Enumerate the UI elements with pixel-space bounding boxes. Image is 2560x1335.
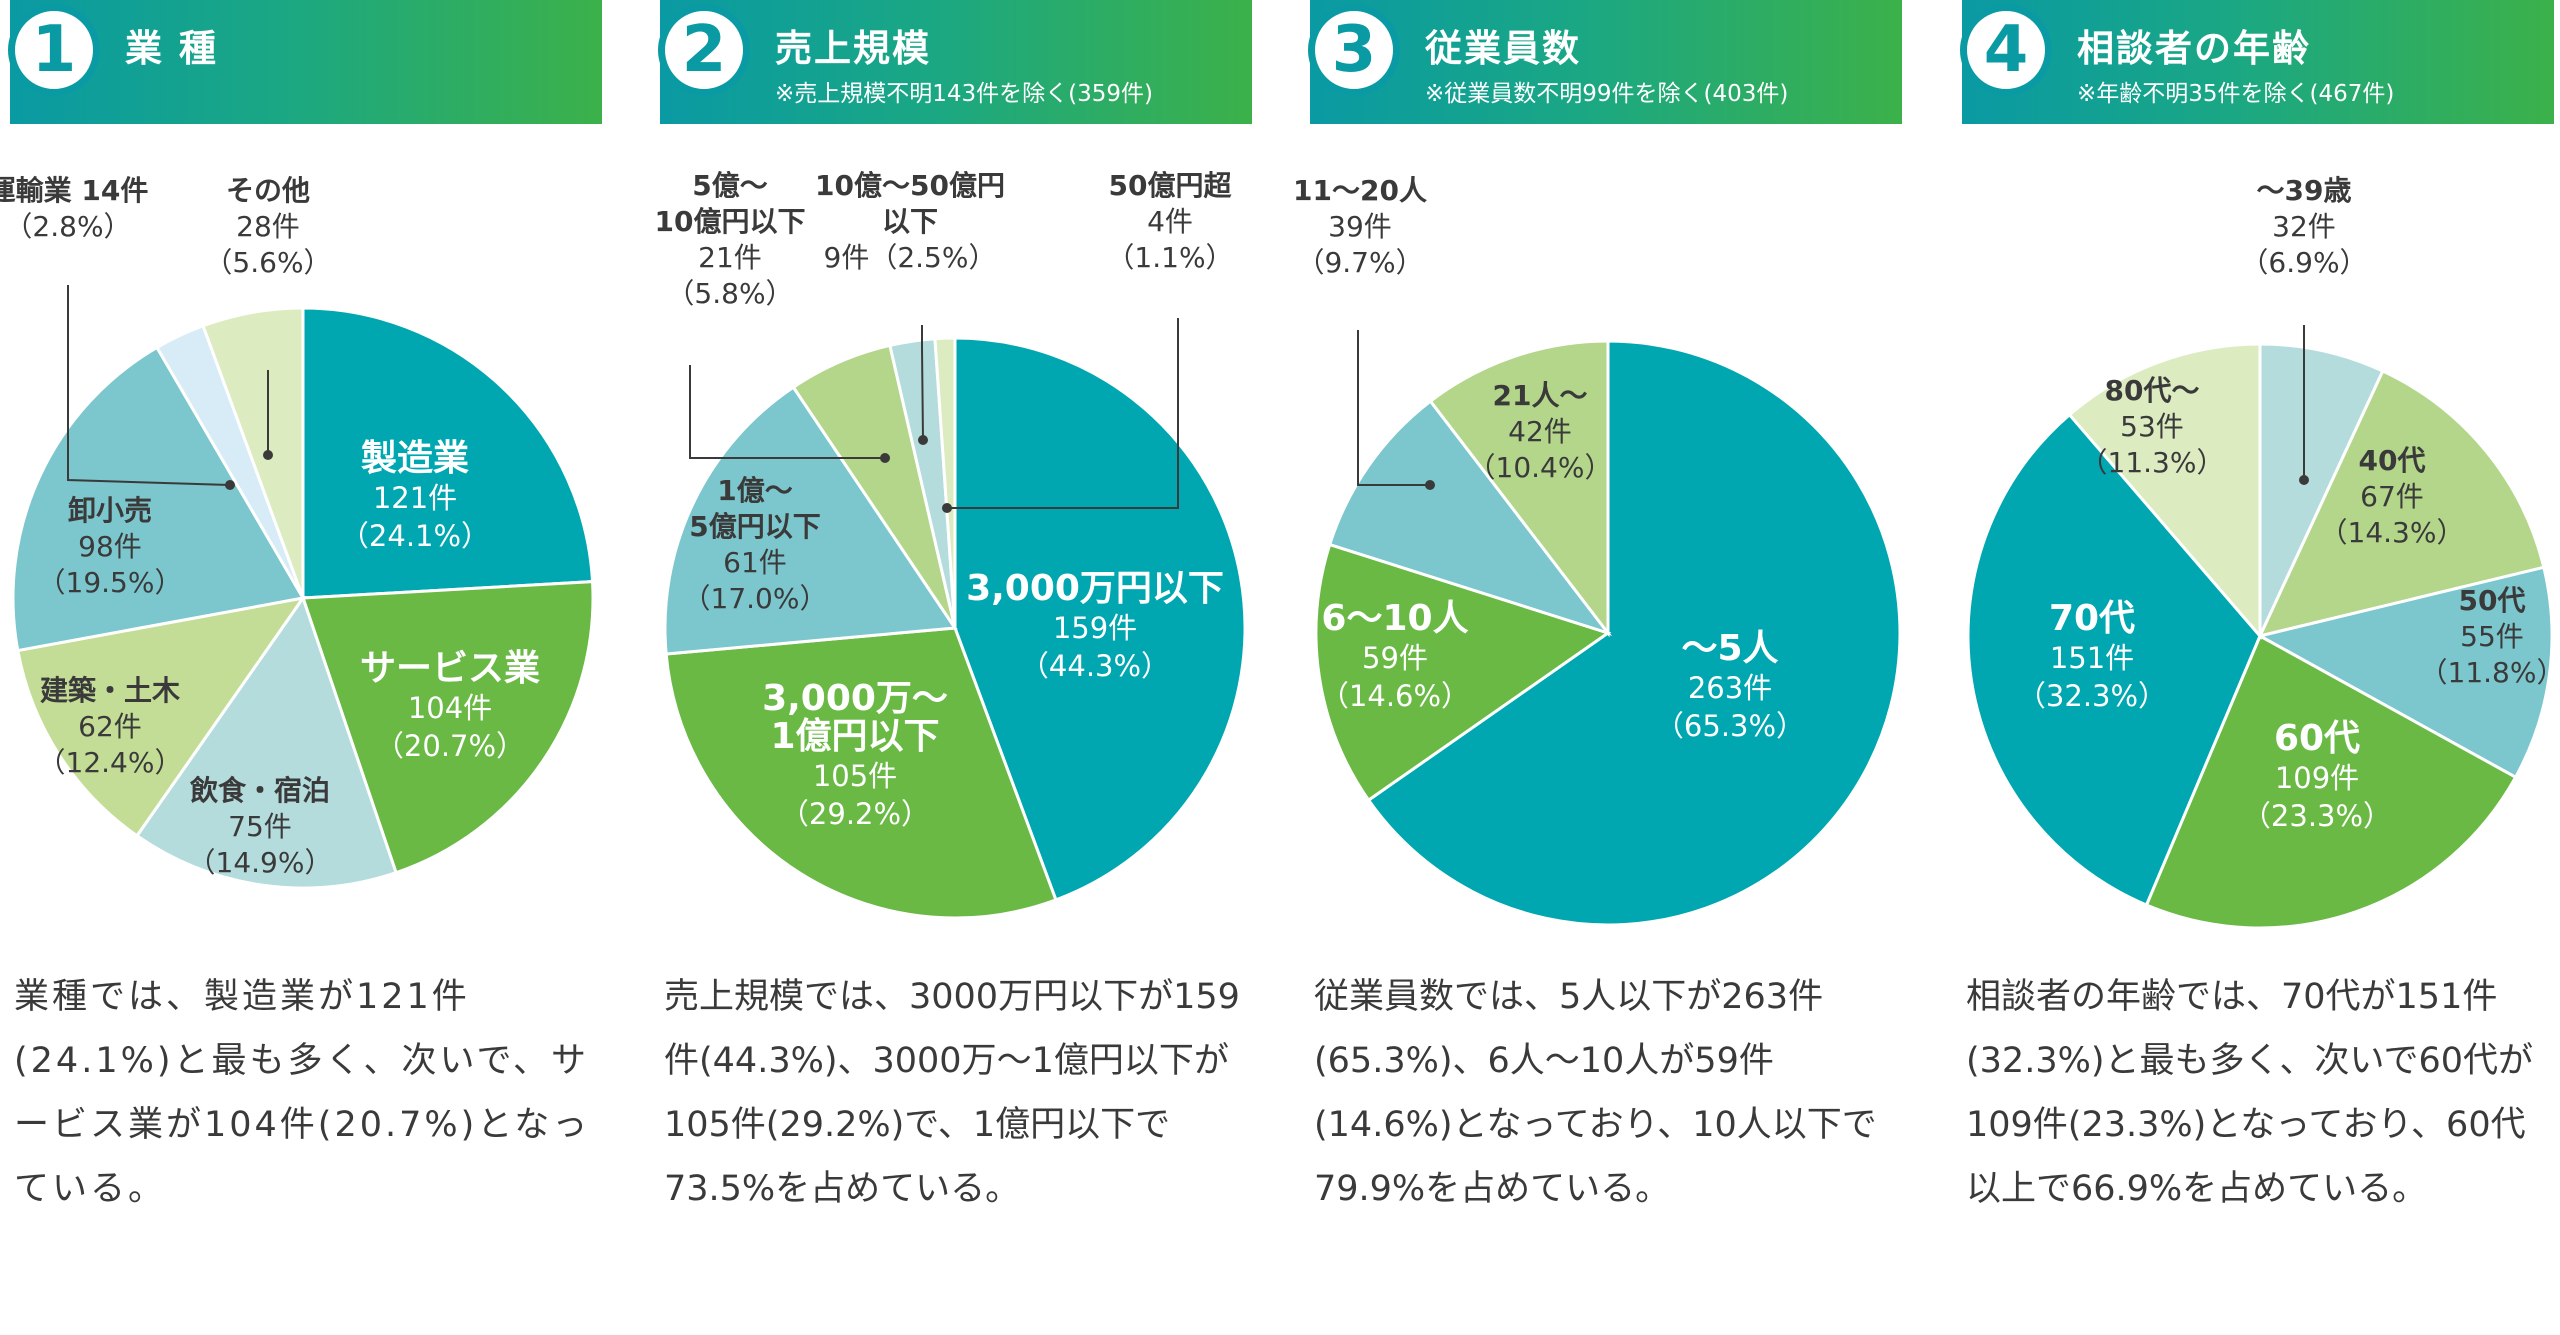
panel-note: ※年齢不明35件を除く(467件): [2077, 81, 2395, 107]
panel-title: 相談者の年齢: [2077, 27, 2311, 70]
pie-chart-2: 3,000万円以下 159件（44.3%）3,000万～ 1億円以下 105件（29.…: [655, 169, 1247, 920]
panel-header: 売上規模 ※売上規模不明143件を除く(359件): [660, 0, 1252, 124]
panel-title: 業 種: [125, 27, 218, 70]
leader-line: [689, 365, 885, 459]
panel-number-badge: 1: [8, 4, 100, 96]
pie-slice: [16, 595, 307, 838]
pie-slice: [933, 336, 957, 629]
slice-label: 40代 67件（14.3%）: [2320, 444, 2465, 549]
slice-label: ～5人 263件（65.3%）: [1655, 628, 1805, 743]
panel-number-badge: 2: [658, 4, 750, 96]
pie-chart-1: 製造業 121件（24.1%） サービス業 104件（20.7%） 飲食・宿泊 75件（1…: [0, 174, 595, 890]
leader-line: [67, 285, 231, 486]
pie-slice: [1966, 412, 2262, 907]
pie-slice: [11, 345, 306, 653]
chart-description: 相談者の年齢では、70代が151件(32.3%)と最も多く、次いで60代が109…: [1966, 977, 2533, 1209]
slice-label: 6～10人 59件（14.6%）: [1320, 598, 1470, 713]
slice-label: 70代 151件（32.3%）: [2017, 598, 2167, 713]
slice-label: 飲食・宿泊 75件（14.9%）: [188, 774, 333, 879]
leader-line: [947, 318, 1179, 509]
chart-description: 従業員数では、5人以下が263件(65.3%)、6人～10人が59件(14.6%…: [1314, 977, 1877, 1209]
slice-label: 3,000万～ 1億円以下 105件（29.2%）: [762, 678, 948, 831]
leader-dot: [880, 453, 890, 463]
pie-slice: [2144, 633, 2518, 930]
pie-slice: [2255, 565, 2554, 780]
leader-dot: [2299, 475, 2309, 485]
chart-panel-1: 業 種 1 製造業 121件（24.1%） サービス業 104件（20.7%） 飲食・宿…: [0, 0, 602, 1335]
chart-description: 売上規模では、3000万円以下が159件(44.3%)、3000万～1億円以下が…: [664, 977, 1240, 1209]
slice-label: 60代 109件（23.3%）: [2242, 718, 2392, 833]
slice-label: サービス業 104件（20.7%）: [360, 648, 540, 763]
slice-label: 卸小売 98件（19.5%）: [38, 494, 183, 599]
leader-line: [1357, 330, 1430, 486]
panel-title: 売上規模: [775, 27, 931, 70]
leader-line: [921, 325, 924, 441]
panel-number-badge: 3: [1308, 4, 1400, 96]
pie-slice: [201, 306, 305, 599]
pie-slice: [1327, 399, 1613, 636]
pie-chart-4: ～39歳 32件（6.9%） 40代 67件（14.3%） 50代 55件（11.8%） 6…: [1966, 174, 2560, 930]
pie-chart-3: ～5人 263件（65.3%） 6～10人 59件（14.6%） 11～20人 39件（9…: [1293, 174, 1902, 927]
slice-label: 50代 55件（11.8%）: [2420, 584, 2560, 689]
slice-label: 21人～ 42件（10.4%）: [1468, 379, 1613, 484]
pie-slice: [2258, 342, 2385, 637]
pie-slice: [2257, 369, 2546, 639]
panel-header: 業 種: [10, 0, 602, 124]
chart-description: 業種では、製造業が121件(24.1%)と最も多く、次いで、サービス業が104件…: [14, 977, 591, 1209]
leader-dot: [225, 480, 235, 490]
pie-slice: [1314, 542, 1612, 803]
slice-label: 3,000万円以下 159件（44.3%）: [966, 568, 1224, 683]
chart-panel-4: 相談者の年齢 ※年齢不明35件を除く(467件) 4 ～39歳 32件（6.9%）…: [1952, 0, 2560, 1335]
slice-label: 1億～ 5億円以下 61件（17.0%）: [683, 474, 828, 615]
pie-slice: [1366, 339, 1902, 927]
leader-dot: [942, 503, 952, 513]
panel-note: ※従業員数不明99件を除く(403件): [1425, 81, 1789, 107]
pie-slice: [664, 626, 1058, 920]
chart-panel-2: 売上規模 ※売上規模不明143件を除く(359件) 2 3,000万円以下 159…: [650, 0, 1252, 1335]
pie-slice: [300, 580, 595, 875]
slice-label: ～39歳 32件（6.9%）: [2240, 174, 2367, 279]
leader-dot: [263, 450, 273, 460]
slice-label: 80代～ 53件（11.3%）: [2080, 374, 2225, 479]
slice-label: 運輸業 14件（2.8%）: [0, 174, 148, 243]
slice-label: 建築・土木 62件（12.4%）: [38, 674, 183, 779]
slice-label: 5億～ 10億円以下 21件（5.8%）: [655, 169, 806, 310]
pie-slice: [953, 336, 1247, 902]
slice-label: 10億～50億円以下 9件（2.5%）: [815, 169, 1005, 274]
slice-label: 50億円超 4件（1.1%）: [1106, 169, 1233, 274]
pie-slice: [663, 385, 958, 656]
panel-header: 従業員数 ※従業員数不明99件を除く(403件): [1310, 0, 1902, 124]
pie-slice: [1428, 339, 1610, 638]
panel-note: ※売上規模不明143件を除く(359件): [775, 81, 1154, 107]
pie-slice: [2067, 342, 2262, 641]
panel-number-badge: 4: [1960, 4, 2052, 96]
leader-dot: [1425, 480, 1435, 490]
pie-slice: [301, 306, 595, 600]
chart-panel-3: 従業員数 ※従業員数不明99件を除く(403件) 3 ～5人 263件（65.3%…: [1293, 0, 1902, 1335]
panel-header: 相談者の年齢 ※年齢不明35件を除く(467件): [1962, 0, 2554, 124]
pie-slice: [134, 594, 398, 890]
slice-label: 11～20人 39件（9.7%）: [1293, 174, 1427, 279]
slice-label: その他 28件（5.6%）: [204, 174, 331, 279]
panel-title: 従業員数: [1425, 27, 1581, 70]
slice-label: 製造業 121件（24.1%）: [340, 438, 490, 553]
leader-dot: [918, 435, 928, 445]
